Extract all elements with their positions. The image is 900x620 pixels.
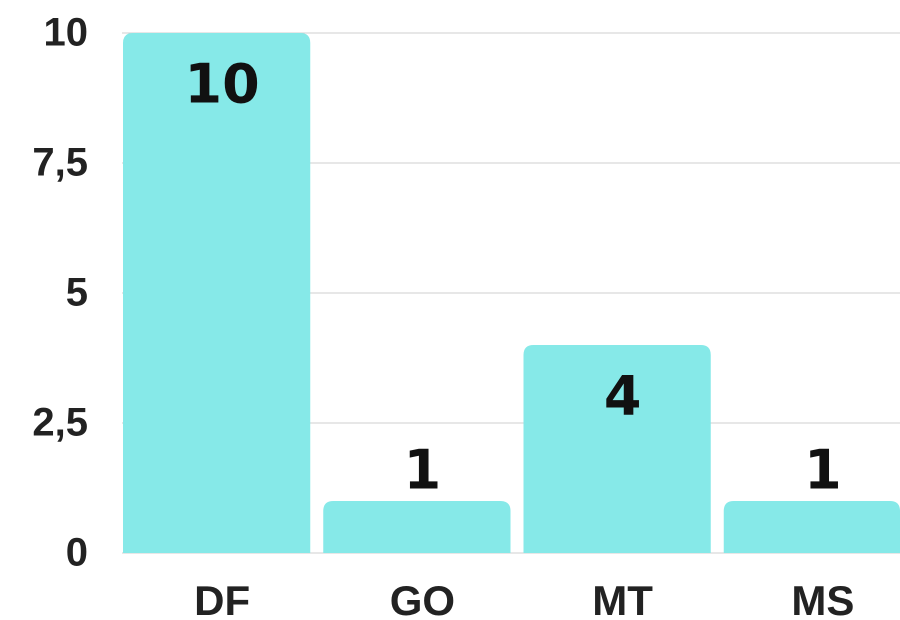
x-tick-label: DF xyxy=(194,577,250,620)
bar xyxy=(123,33,311,553)
y-tick-label: 2,5 xyxy=(32,401,88,445)
bar xyxy=(723,501,900,553)
x-tick-label: MS xyxy=(791,577,854,620)
bar xyxy=(523,345,711,553)
value-label: 1 xyxy=(404,439,442,502)
value-label: 1 xyxy=(804,439,842,502)
y-tick-label: 10 xyxy=(44,11,89,55)
value-label: 4 xyxy=(604,365,642,428)
y-tick-label: 5 xyxy=(66,271,88,315)
x-tick-label: MT xyxy=(592,577,653,620)
y-tick-label: 7,5 xyxy=(32,141,88,185)
value-label: 10 xyxy=(185,53,260,116)
bar xyxy=(323,501,511,553)
y-tick-label: 0 xyxy=(66,531,88,575)
x-tick-label: GO xyxy=(390,577,455,620)
